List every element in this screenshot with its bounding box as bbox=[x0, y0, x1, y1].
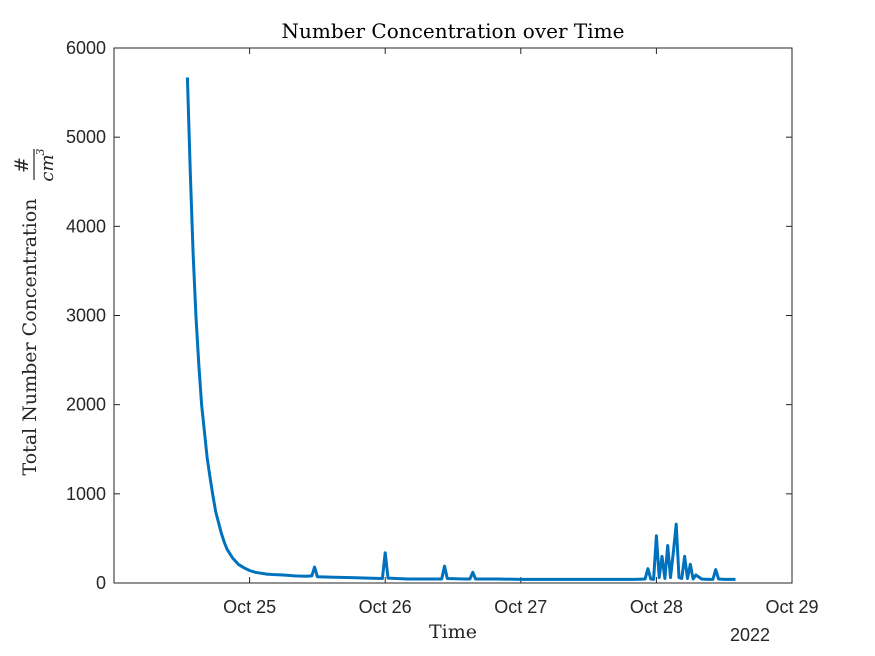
x-axis-label: Time bbox=[429, 621, 477, 643]
x-axis: Oct 25 Oct 26 Oct 27 Oct 28 Oct 29 bbox=[223, 48, 819, 617]
y-tick-label: 5000 bbox=[66, 127, 106, 147]
y-axis-label-denominator: cm bbox=[37, 154, 58, 181]
y-tick-label: 0 bbox=[96, 573, 106, 593]
x-tick-label: Oct 29 bbox=[765, 597, 818, 617]
y-tick-label: 6000 bbox=[66, 38, 106, 58]
y-axis-label-numerator: # bbox=[11, 157, 33, 173]
y-tick-label: 2000 bbox=[66, 395, 106, 415]
y-tick-label: 1000 bbox=[66, 484, 106, 504]
date-year-label: 2022 bbox=[730, 625, 770, 645]
y-axis: 0 1000 2000 3000 4000 5000 6000 bbox=[66, 38, 792, 593]
x-tick-label: Oct 26 bbox=[359, 597, 412, 617]
series-line bbox=[185, 77, 736, 581]
y-axis-label-group: Total Number Concentration # cm 3 bbox=[11, 149, 58, 476]
y-tick-label: 3000 bbox=[66, 306, 106, 326]
x-tick-label: Oct 28 bbox=[630, 597, 683, 617]
x-tick-label: Oct 27 bbox=[494, 597, 547, 617]
chart-title: Number Concentration over Time bbox=[282, 19, 625, 43]
plot-area bbox=[185, 77, 736, 581]
x-tick-label: Oct 25 bbox=[223, 597, 276, 617]
y-tick-label: 4000 bbox=[66, 216, 106, 236]
y-axis-label-exponent: 3 bbox=[34, 149, 47, 156]
y-axis-label: Total Number Concentration bbox=[19, 199, 41, 476]
